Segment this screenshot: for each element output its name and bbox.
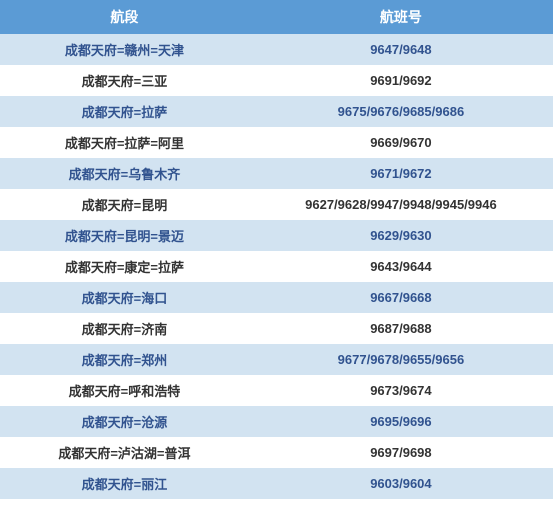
cell-route: 成都天府=丽江 (0, 468, 249, 499)
table-row: 成都天府=海口9667/9668 (0, 282, 553, 313)
table-row: 成都天府=拉萨9675/9676/9685/9686 (0, 96, 553, 127)
cell-route: 成都天府=泸沽湖=普洱 (0, 437, 249, 468)
cell-route: 成都天府=昆明=景迈 (0, 220, 249, 251)
cell-route: 成都天府=乌鲁木齐 (0, 158, 249, 189)
table-row: 成都天府=乌鲁木齐9671/9672 (0, 158, 553, 189)
cell-route: 成都天府=呼和浩特 (0, 375, 249, 406)
cell-flight: 9627/9628/9947/9948/9945/9946 (249, 189, 553, 220)
cell-route: 成都天府=拉萨 (0, 96, 249, 127)
cell-flight: 9691/9692 (249, 65, 553, 96)
cell-route: 成都天府=康定=拉萨 (0, 251, 249, 282)
table-row: 成都天府=郑州9677/9678/9655/9656 (0, 344, 553, 375)
table-row: 成都天府=泸沽湖=普洱9697/9698 (0, 437, 553, 468)
cell-flight: 9643/9644 (249, 251, 553, 282)
cell-flight: 9673/9674 (249, 375, 553, 406)
table-row: 成都天府=丽江9603/9604 (0, 468, 553, 499)
cell-flight: 9671/9672 (249, 158, 553, 189)
table-row: 成都天府=康定=拉萨9643/9644 (0, 251, 553, 282)
cell-route: 成都天府=昆明 (0, 189, 249, 220)
cell-flight: 9697/9698 (249, 437, 553, 468)
cell-flight: 9647/9648 (249, 34, 553, 65)
column-header-route: 航段 (0, 0, 249, 34)
cell-flight: 9669/9670 (249, 127, 553, 158)
table-row: 成都天府=沧源9695/9696 (0, 406, 553, 437)
cell-route: 成都天府=海口 (0, 282, 249, 313)
flight-table: 航段 航班号 成都天府=赣州=天津9647/9648成都天府=三亚9691/96… (0, 0, 553, 499)
cell-route: 成都天府=拉萨=阿里 (0, 127, 249, 158)
cell-flight: 9677/9678/9655/9656 (249, 344, 553, 375)
table-row: 成都天府=三亚9691/9692 (0, 65, 553, 96)
table-row: 成都天府=呼和浩特9673/9674 (0, 375, 553, 406)
table-row: 成都天府=昆明=景迈9629/9630 (0, 220, 553, 251)
cell-flight: 9603/9604 (249, 468, 553, 499)
column-header-flight: 航班号 (249, 0, 553, 34)
table-row: 成都天府=济南9687/9688 (0, 313, 553, 344)
cell-route: 成都天府=沧源 (0, 406, 249, 437)
cell-route: 成都天府=济南 (0, 313, 249, 344)
cell-flight: 9695/9696 (249, 406, 553, 437)
table-header-row: 航段 航班号 (0, 0, 553, 34)
table-row: 成都天府=昆明9627/9628/9947/9948/9945/9946 (0, 189, 553, 220)
table-row: 成都天府=拉萨=阿里9669/9670 (0, 127, 553, 158)
cell-route: 成都天府=赣州=天津 (0, 34, 249, 65)
cell-route: 成都天府=郑州 (0, 344, 249, 375)
cell-flight: 9629/9630 (249, 220, 553, 251)
cell-route: 成都天府=三亚 (0, 65, 249, 96)
cell-flight: 9667/9668 (249, 282, 553, 313)
cell-flight: 9687/9688 (249, 313, 553, 344)
table-row: 成都天府=赣州=天津9647/9648 (0, 34, 553, 65)
cell-flight: 9675/9676/9685/9686 (249, 96, 553, 127)
